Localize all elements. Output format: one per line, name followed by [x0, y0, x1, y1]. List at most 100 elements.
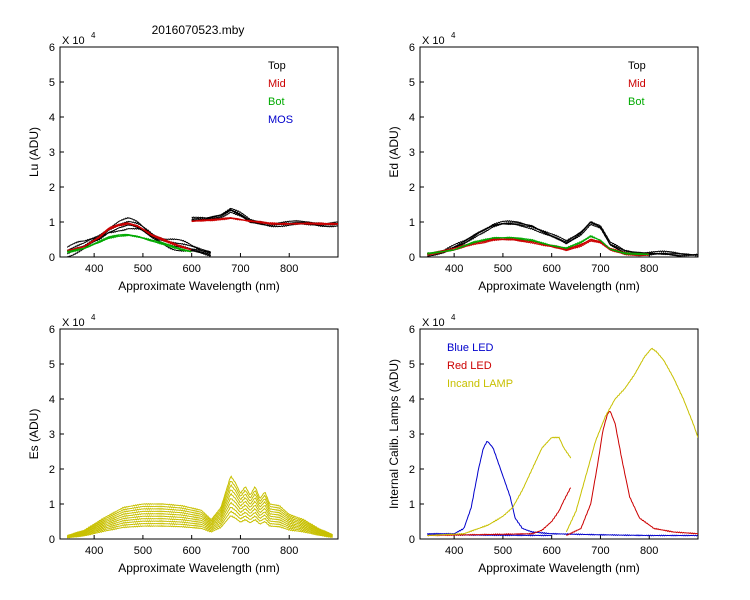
y-tick-label: 4 [49, 394, 55, 406]
x-tick-label: 500 [494, 545, 512, 557]
x-tick-label: 800 [280, 263, 298, 275]
y-tick-label: 1 [49, 499, 55, 511]
legend-entry-mid: Mid [268, 78, 286, 90]
series-line-red-led [566, 410, 698, 536]
legend-entry-bot: Bot [268, 96, 285, 108]
y-tick-label: 2 [49, 464, 55, 476]
y-tick-label: 1 [49, 217, 55, 229]
y-tick-label: 3 [49, 429, 55, 441]
figure-title: 2016070523.mby [152, 23, 245, 37]
plot-frame [419, 46, 699, 258]
y-axis-label: Ed (ADU) [387, 126, 401, 177]
series-line-incand-lamp [565, 347, 698, 533]
series-line-incand-lamp [427, 436, 572, 537]
x-tick-label: 500 [134, 263, 152, 275]
y-multiplier-label: X 10 [422, 35, 445, 47]
x-tick-label: 600 [543, 263, 561, 275]
x-tick-label: 500 [494, 263, 512, 275]
y-tick-label: 6 [49, 42, 55, 54]
series-line-top [66, 216, 211, 254]
y-tick-label: 5 [409, 77, 415, 89]
series-group [426, 220, 698, 257]
x-tick-label: 800 [640, 263, 658, 275]
series-line-es [66, 498, 333, 538]
series-group [427, 347, 698, 537]
x-tick-label: 400 [445, 545, 463, 557]
y-axis-label: Internal Calib. Lamps (ADU) [387, 359, 401, 509]
x-tick-label: 600 [543, 545, 561, 557]
series-group [66, 475, 333, 539]
lamps-chart: 0 1 2 3 4 5 6 400 500 600 700 800 X 10 4 Approximate W… [387, 313, 699, 575]
y-tick-label: 3 [409, 147, 415, 159]
x-tick-label: 400 [445, 263, 463, 275]
y-tick-label: 6 [409, 324, 415, 336]
y-tick-label: 5 [409, 359, 415, 371]
y-tick-label: 1 [409, 217, 415, 229]
legend-entry-top: Top [268, 60, 286, 72]
y-multiplier-label: X 10 [62, 35, 85, 47]
series-group [66, 207, 338, 257]
series-line-es [66, 481, 333, 537]
y-axis-label: Lu (ADU) [27, 127, 41, 177]
y-tick-label: 5 [49, 77, 55, 89]
y-tick-label: 2 [49, 182, 55, 194]
series-line-es [67, 510, 333, 539]
y-multiplier-label: X 10 [62, 317, 85, 329]
x-tick-label: 600 [183, 545, 201, 557]
y-tick-label: 3 [409, 429, 415, 441]
y-tick-label: 0 [409, 252, 415, 264]
plot-frame [419, 328, 699, 540]
series-line-red-led [427, 487, 572, 537]
y-multiplier-label: X 10 [422, 317, 445, 329]
legend-entry-mid: Mid [628, 78, 646, 90]
y-multiplier-exponent: 4 [451, 313, 456, 322]
x-tick-label: 500 [134, 545, 152, 557]
x-tick-label: 400 [85, 545, 103, 557]
plot-frame [59, 328, 339, 540]
x-tick-label: 700 [231, 263, 249, 275]
series-line-es [67, 483, 333, 537]
y-tick-label: 2 [409, 464, 415, 476]
series-line-es [66, 489, 333, 537]
plot-frame [59, 46, 339, 258]
y-tick-label: 2 [409, 182, 415, 194]
legend-entry-blue-led: Blue LED [447, 342, 494, 354]
x-axis-label: Approximate Wavelength (nm) [478, 279, 640, 293]
series-line-es [67, 501, 333, 538]
y-tick-label: 1 [409, 499, 415, 511]
x-axis-label: Approximate Wavelength (nm) [478, 561, 640, 575]
ed-chart: 0 1 2 3 4 5 6 400 500 600 700 800 X 10 4 Approximate W… [387, 31, 699, 293]
y-tick-label: 4 [49, 112, 55, 124]
y-multiplier-exponent: 4 [91, 31, 96, 40]
y-tick-label: 0 [49, 252, 55, 264]
y-multiplier-exponent: 4 [451, 31, 456, 40]
x-tick-label: 600 [183, 263, 201, 275]
y-multiplier-exponent: 4 [91, 313, 96, 322]
x-axis-label: Approximate Wavelength (nm) [118, 561, 280, 575]
series-line-bot [427, 235, 650, 255]
series-line-es [66, 506, 333, 538]
x-tick-label: 700 [591, 263, 609, 275]
y-tick-label: 5 [49, 359, 55, 371]
es-chart: 0 1 2 3 4 5 6 400 500 600 700 800 X 10 4 Approximate W… [27, 313, 339, 575]
x-tick-label: 800 [280, 545, 298, 557]
x-tick-label: 400 [85, 263, 103, 275]
x-tick-label: 800 [640, 545, 658, 557]
series-line-es [67, 492, 333, 538]
y-tick-label: 6 [49, 324, 55, 336]
legend-entry-incand-lamp: Incand LAMP [447, 378, 513, 390]
x-tick-label: 700 [231, 545, 249, 557]
y-tick-label: 6 [409, 42, 415, 54]
series-line-es [66, 515, 333, 539]
series-line-top [191, 209, 338, 227]
y-axis-label: Es (ADU) [27, 409, 41, 460]
x-axis-label: Approximate Wavelength (nm) [118, 279, 280, 293]
legend-entry-red-led: Red LED [447, 360, 492, 372]
legend-entry-mos: MOS [268, 114, 293, 126]
series-line-es [67, 475, 333, 537]
legend-entry-bot: Bot [628, 96, 645, 108]
series-line-top [427, 220, 698, 256]
x-tick-label: 700 [591, 545, 609, 557]
y-tick-label: 4 [409, 394, 415, 406]
